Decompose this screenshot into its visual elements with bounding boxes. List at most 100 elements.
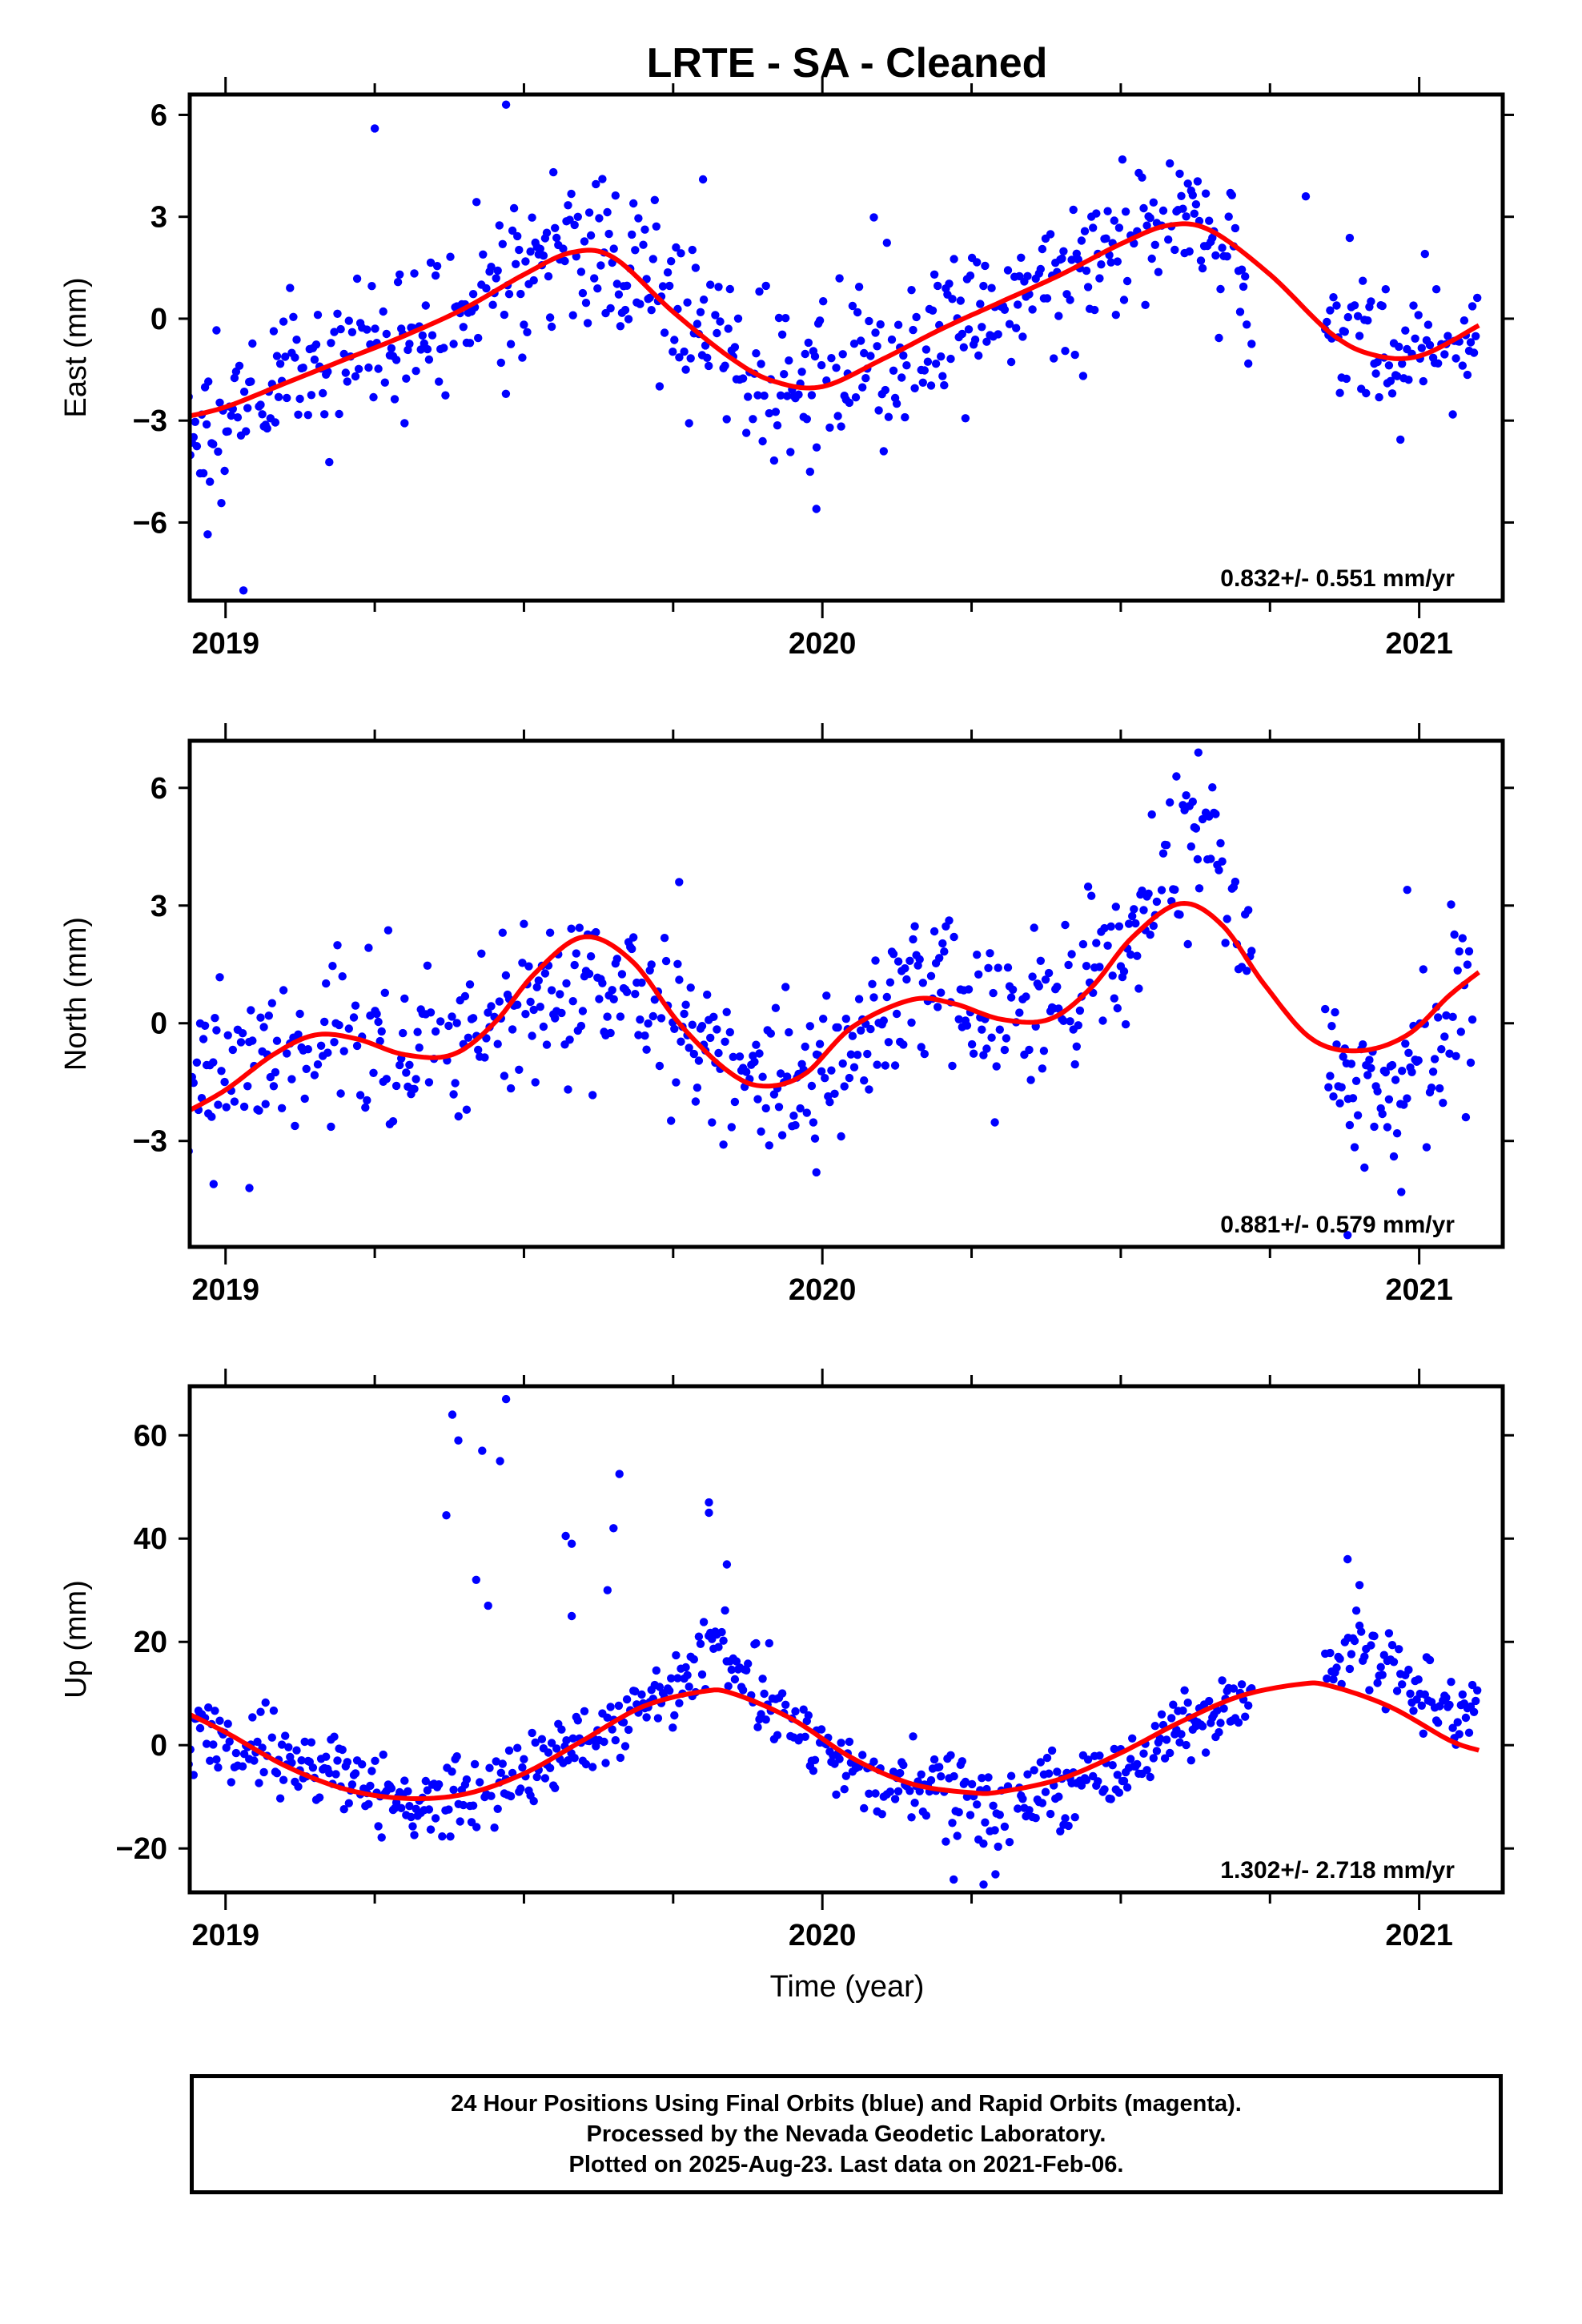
data-point: [1077, 1781, 1086, 1790]
data-point: [1113, 1771, 1122, 1779]
data-point: [840, 1785, 849, 1794]
data-point: [1329, 293, 1338, 302]
data-point: [1323, 317, 1331, 327]
data-point: [840, 1082, 849, 1091]
up-fit-curve: [190, 1680, 1480, 1801]
data-point: [508, 1025, 517, 1034]
data-point: [858, 383, 867, 392]
data-point: [616, 322, 625, 331]
data-point: [917, 1043, 926, 1051]
data-point: [1110, 1744, 1119, 1754]
data-point: [464, 1033, 473, 1043]
data-point: [866, 1024, 875, 1034]
data-point: [267, 999, 276, 1007]
data-point: [562, 1736, 571, 1745]
data-point: [572, 252, 580, 261]
data-point: [472, 1823, 481, 1831]
data-point: [760, 1689, 769, 1699]
data-point: [382, 329, 391, 339]
data-point: [460, 991, 470, 1001]
data-point: [1074, 255, 1083, 264]
data-point: [601, 1759, 610, 1767]
data-point: [1332, 1663, 1341, 1672]
data-point: [1327, 1022, 1336, 1031]
data-point: [812, 443, 821, 452]
data-point: [520, 320, 528, 329]
data-point: [1158, 206, 1168, 215]
data-point: [506, 1084, 516, 1093]
data-point: [1216, 838, 1225, 848]
data-point: [364, 943, 373, 952]
data-point: [961, 414, 970, 423]
data-point: [551, 1783, 560, 1792]
data-point: [1447, 900, 1456, 909]
data-point: [294, 410, 303, 419]
data-point: [1030, 1766, 1038, 1775]
data-point: [336, 1089, 345, 1098]
data-point: [730, 1675, 740, 1684]
data-point: [552, 1744, 561, 1753]
data-point: [572, 949, 580, 958]
data-point: [442, 1511, 451, 1520]
data-point: [267, 1733, 276, 1742]
data-point: [866, 352, 875, 360]
data-point: [989, 1801, 998, 1810]
data-point: [817, 1725, 826, 1734]
data-point: [1139, 906, 1148, 915]
data-point: [539, 1022, 548, 1031]
data-point: [1023, 1770, 1032, 1779]
data-point: [771, 408, 781, 416]
data-point: [431, 271, 440, 280]
data-point: [892, 1009, 901, 1019]
data-point: [642, 1045, 651, 1054]
data-point: [424, 355, 434, 364]
data-point: [231, 1748, 241, 1758]
data-point: [1102, 234, 1110, 243]
data-point: [1106, 1795, 1115, 1803]
data-point: [501, 971, 511, 980]
data-point: [918, 979, 928, 987]
data-point: [1350, 1636, 1359, 1646]
data-point: [706, 280, 715, 289]
data-point: [1414, 311, 1423, 320]
data-point: [905, 1787, 914, 1795]
data-point: [325, 457, 334, 467]
data-point: [938, 372, 947, 380]
data-point: [940, 947, 949, 956]
data-point: [432, 262, 442, 271]
data-point: [885, 978, 895, 987]
data-point: [1392, 1687, 1402, 1695]
data-point: [1335, 1655, 1344, 1663]
data-point: [622, 1695, 632, 1704]
data-point: [608, 986, 616, 995]
data-point: [495, 997, 504, 1006]
data-point: [408, 1822, 417, 1831]
data-point: [396, 1060, 404, 1070]
data-point: [744, 1659, 753, 1668]
data-point: [438, 1832, 447, 1841]
data-point: [435, 1780, 444, 1789]
data-point: [513, 1743, 522, 1752]
data-point: [239, 586, 248, 595]
data-point: [902, 361, 911, 370]
data-point: [628, 230, 636, 239]
data-point: [822, 991, 831, 1000]
data-point: [727, 1665, 736, 1675]
data-point: [781, 314, 790, 323]
data-point: [973, 258, 982, 267]
data-point: [604, 229, 613, 239]
data-point: [1216, 1719, 1225, 1727]
data-point: [781, 1700, 790, 1709]
data-point: [897, 373, 906, 382]
data-point: [1114, 223, 1124, 232]
data-point: [670, 1711, 679, 1720]
data-point: [1082, 1775, 1091, 1784]
y-tick-label: 3: [151, 890, 167, 923]
data-point: [1066, 296, 1074, 304]
data-point: [508, 226, 517, 235]
data-point: [1401, 326, 1410, 335]
data-point: [753, 1723, 762, 1731]
data-point: [487, 263, 496, 271]
data-point: [459, 1800, 468, 1810]
data-point: [612, 955, 621, 963]
